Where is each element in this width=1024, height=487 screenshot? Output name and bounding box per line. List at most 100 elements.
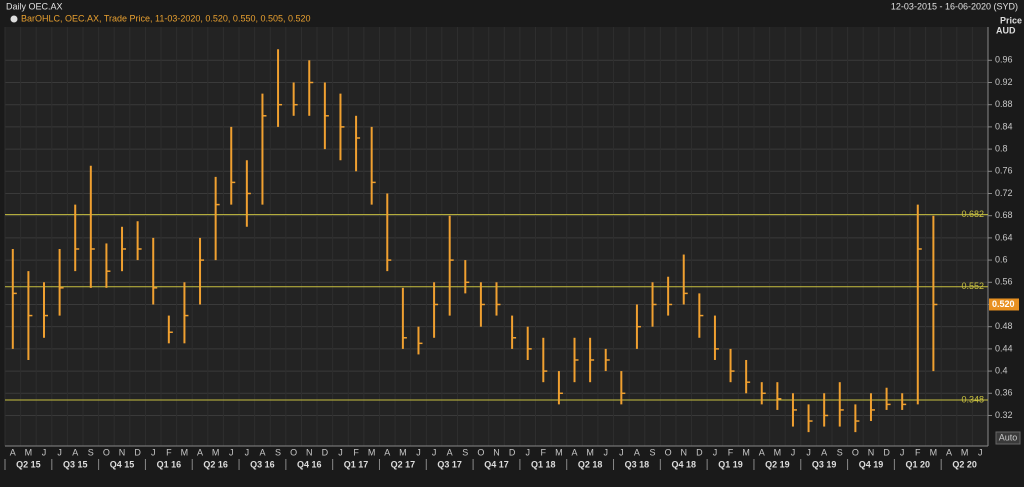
y-tick-label: 0.44: [995, 343, 1013, 353]
x-tick-label: A: [259, 447, 265, 457]
quarter-label: Q2 17: [391, 459, 416, 469]
x-tick-label: O: [665, 447, 672, 457]
x-tick-label: F: [353, 447, 359, 457]
legend-text: BarOHLC, OEC.AX, Trade Price, 11-03-2020…: [21, 13, 311, 23]
y-tick-label: 0.64: [995, 232, 1013, 242]
x-tick-label: O: [477, 447, 484, 457]
plot-area: [5, 27, 988, 446]
level-label: 0.682: [961, 209, 984, 219]
y-tick-label: 0.36: [995, 388, 1013, 398]
level-label: 0.552: [961, 281, 984, 291]
x-tick-label: J: [416, 447, 421, 457]
x-tick-label: J: [525, 447, 530, 457]
x-tick-label: A: [384, 447, 390, 457]
x-tick-label: O: [852, 447, 859, 457]
y-tick-label: 0.72: [995, 188, 1013, 198]
x-tick-label: J: [900, 447, 905, 457]
quarter-label: Q2 20: [952, 459, 977, 469]
quarter-label: Q3 19: [812, 459, 837, 469]
legend-icon[interactable]: [10, 15, 18, 23]
x-tick-label: S: [837, 447, 843, 457]
x-tick-label: M: [399, 447, 407, 457]
x-tick-label: M: [25, 447, 33, 457]
x-tick-label: N: [680, 447, 687, 457]
x-tick-label: M: [181, 447, 189, 457]
x-tick-label: S: [650, 447, 656, 457]
y-tick-label: 0.68: [995, 210, 1013, 220]
x-tick-label: J: [806, 447, 811, 457]
quarter-label: Q4 17: [484, 459, 509, 469]
x-tick-label: F: [166, 447, 172, 457]
x-tick-label: N: [493, 447, 500, 457]
x-tick-label: J: [432, 447, 437, 457]
quarter-label: Q1 16: [157, 459, 182, 469]
x-tick-label: A: [72, 447, 78, 457]
x-tick-label: D: [322, 447, 329, 457]
quarter-label: Q4 15: [110, 459, 135, 469]
chart-title: Daily OEC.AX: [6, 1, 63, 11]
x-tick-label: D: [509, 447, 516, 457]
last-price-label: 0.520: [992, 299, 1015, 309]
x-tick-label: J: [338, 447, 343, 457]
x-tick-label: O: [103, 447, 110, 457]
x-tick-label: A: [759, 447, 765, 457]
y-tick-label: 0.88: [995, 99, 1013, 109]
quarter-label: Q2 18: [578, 459, 603, 469]
y-tick-label: 0.76: [995, 166, 1013, 176]
y-tick-label: 0.6: [995, 254, 1008, 264]
quarter-label: Q1 20: [906, 459, 931, 469]
x-tick-label: D: [134, 447, 141, 457]
y-tick-label: 0.56: [995, 277, 1013, 287]
y-tick-label: 0.48: [995, 321, 1013, 331]
quarter-label: Q1 18: [531, 459, 556, 469]
x-tick-label: D: [696, 447, 703, 457]
x-tick-label: F: [541, 447, 547, 457]
x-tick-label: M: [586, 447, 594, 457]
quarter-label: Q3 17: [437, 459, 462, 469]
quarter-label: Q3 16: [250, 459, 275, 469]
x-tick-label: J: [603, 447, 608, 457]
x-tick-label: S: [462, 447, 468, 457]
x-tick-label: N: [306, 447, 313, 457]
quarter-label: Q4 18: [671, 459, 696, 469]
x-tick-label: S: [88, 447, 94, 457]
x-tick-label: M: [742, 447, 750, 457]
x-tick-label: O: [290, 447, 297, 457]
quarter-label: Q2 16: [203, 459, 228, 469]
x-tick-label: F: [915, 447, 921, 457]
x-tick-label: F: [728, 447, 734, 457]
auto-button[interactable]: [995, 431, 1021, 445]
y-tick-label: 0.32: [995, 410, 1013, 420]
x-tick-label: M: [212, 447, 220, 457]
y-tick-label: 0.96: [995, 55, 1013, 65]
x-tick-label: A: [946, 447, 952, 457]
x-tick-label: J: [791, 447, 796, 457]
x-tick-label: J: [151, 447, 156, 457]
quarter-label: Q2 15: [16, 459, 41, 469]
y-axis-title: AUD: [996, 25, 1016, 35]
y-tick-label: 0.92: [995, 77, 1013, 87]
quarter-label: Q4 19: [859, 459, 884, 469]
x-tick-label: J: [619, 447, 624, 457]
quarter-label: Q4 16: [297, 459, 322, 469]
x-tick-label: J: [229, 447, 234, 457]
x-tick-label: D: [883, 447, 890, 457]
x-tick-label: A: [10, 447, 16, 457]
x-tick-label: J: [57, 447, 62, 457]
y-tick-label: 0.4: [995, 365, 1008, 375]
last-price-box: [989, 298, 1019, 311]
x-tick-label: A: [197, 447, 203, 457]
x-tick-label: J: [978, 447, 983, 457]
level-label: 0.348: [961, 394, 984, 404]
x-tick-label: A: [634, 447, 640, 457]
y-axis-title: Price: [1000, 15, 1022, 25]
quarter-label: Q1 17: [344, 459, 369, 469]
y-tick-label: 0.84: [995, 121, 1013, 131]
x-tick-label: M: [555, 447, 563, 457]
x-tick-label: S: [275, 447, 281, 457]
x-tick-label: J: [245, 447, 250, 457]
y-tick-label: 0.8: [995, 143, 1008, 153]
x-tick-label: J: [42, 447, 47, 457]
auto-button-label[interactable]: Auto: [999, 432, 1018, 442]
